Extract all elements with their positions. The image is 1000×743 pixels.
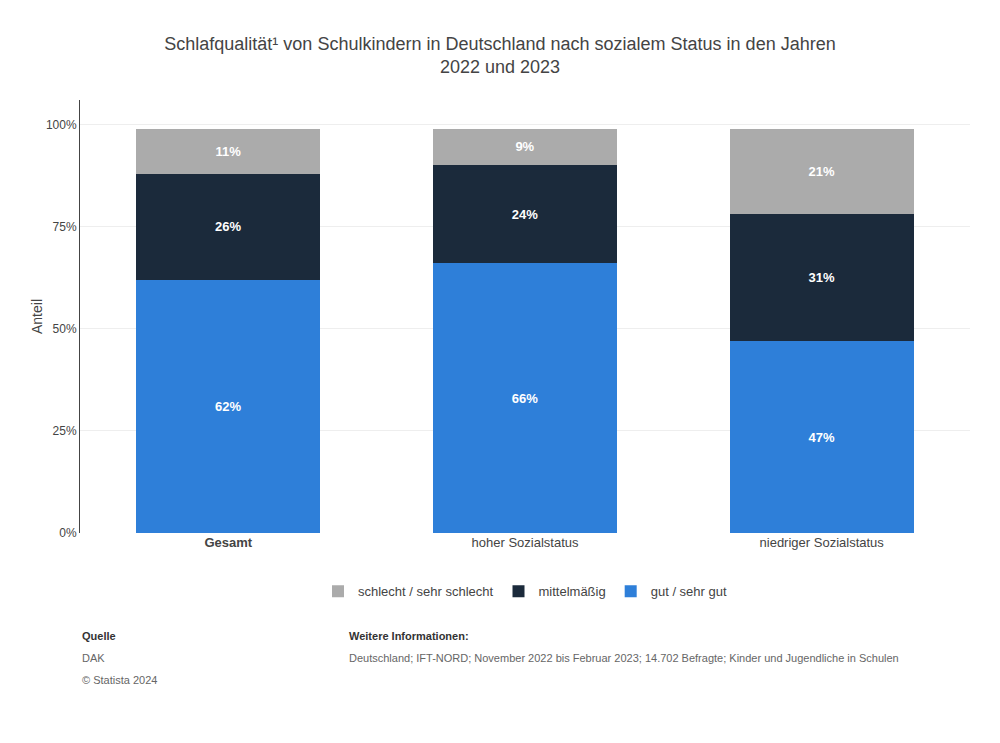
svg-text:Schlafqualität¹ von Schulkinde: Schlafqualität¹ von Schulkindern in Deut… [164, 34, 835, 77]
svg-text:DAK: DAK [82, 652, 105, 664]
svg-text:mittelmäßig: mittelmäßig [539, 584, 606, 599]
svg-text:21%: 21% [808, 164, 834, 179]
svg-text:11%: 11% [215, 144, 241, 159]
svg-text:schlecht / sehr schlecht: schlecht / sehr schlecht [358, 584, 494, 599]
svg-text:50%: 50% [53, 322, 77, 336]
svg-text:Anteil: Anteil [29, 299, 45, 334]
svg-text:niedriger Sozialstatus: niedriger Sozialstatus [760, 535, 885, 550]
svg-text:26%: 26% [215, 219, 241, 234]
svg-text:47%: 47% [808, 430, 834, 445]
svg-text:hoher Sozialstatus: hoher Sozialstatus [472, 535, 579, 550]
svg-text:Gesamt: Gesamt [204, 535, 252, 550]
svg-text:Weitere Informationen:: Weitere Informationen: [349, 630, 469, 642]
svg-text:31%: 31% [808, 270, 834, 285]
svg-text:Quelle: Quelle [82, 630, 116, 642]
svg-text:9%: 9% [515, 139, 534, 154]
svg-text:24%: 24% [512, 207, 538, 222]
svg-text:62%: 62% [215, 399, 241, 414]
svg-text:25%: 25% [53, 424, 77, 438]
svg-text:75%: 75% [53, 220, 77, 234]
svg-text:100%: 100% [46, 118, 77, 132]
svg-text:Deutschland; IFT-NORD; Novembe: Deutschland; IFT-NORD; November 2022 bis… [349, 652, 899, 664]
svg-text:0%: 0% [59, 526, 77, 540]
svg-text:66%: 66% [512, 391, 538, 406]
svg-text:gut / sehr gut: gut / sehr gut [651, 584, 727, 599]
svg-text:© Statista 2024: © Statista 2024 [82, 674, 157, 686]
